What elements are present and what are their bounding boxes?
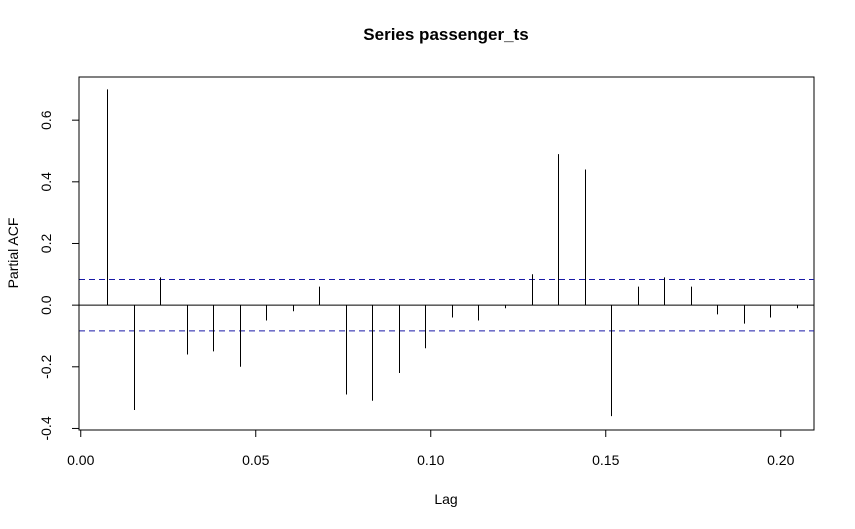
y-tick-label: 0.6 — [38, 110, 54, 130]
x-tick-label: 0.00 — [67, 452, 94, 468]
y-axis-label: Partial ACF — [5, 218, 21, 289]
x-tick-label: 0.15 — [592, 452, 619, 468]
pacf-bars — [79, 89, 814, 417]
x-axis-label: Lag — [434, 491, 457, 507]
x-tick-label: 0.10 — [417, 452, 444, 468]
y-tick-label: 0.4 — [38, 172, 54, 192]
y-tick-label: -0.2 — [38, 355, 54, 379]
y-tick-label: 0.0 — [38, 295, 54, 315]
chart-title: Series passenger_ts — [363, 25, 528, 44]
x-tick-label: 0.05 — [242, 452, 269, 468]
plot-frame — [78, 76, 815, 431]
x-tick-label: 0.20 — [767, 452, 794, 468]
y-tick-label: 0.2 — [38, 234, 54, 254]
y-tick-label: -0.4 — [38, 416, 54, 440]
axes: 0.00 0.05 0.10 0.15 0.20 -0.4 -0.2 0.0 0.2 0.4 0.6 — [38, 110, 795, 468]
